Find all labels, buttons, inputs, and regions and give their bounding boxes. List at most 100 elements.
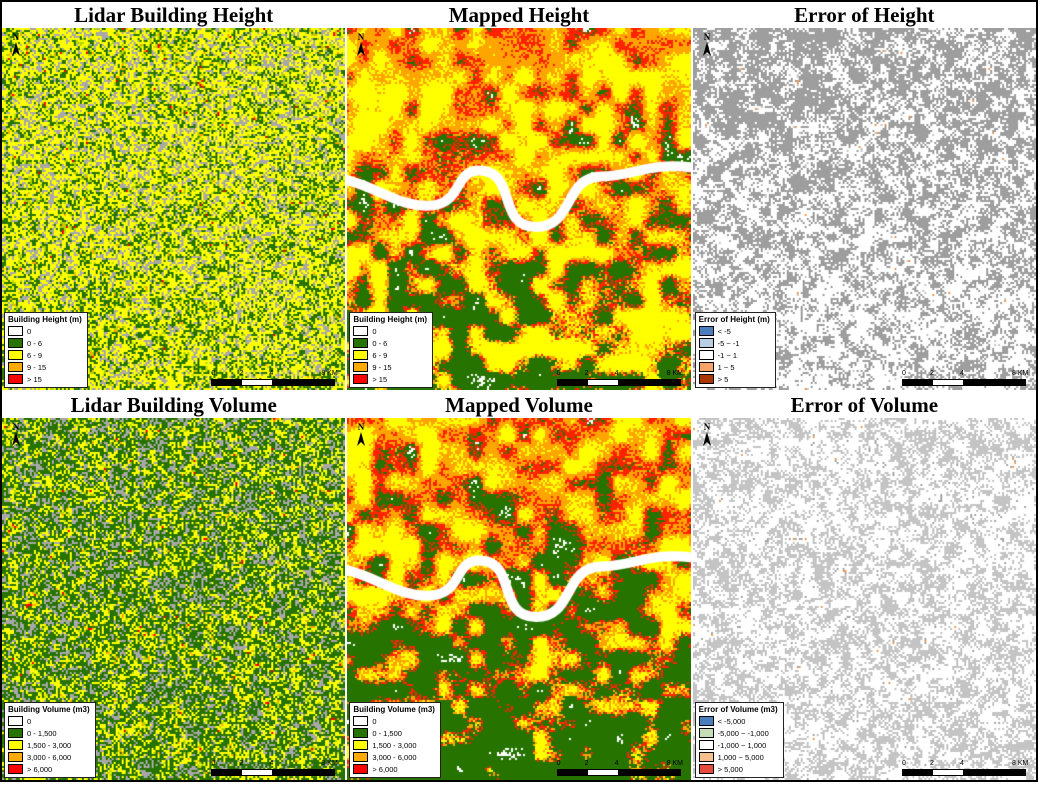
legend-swatch [8, 752, 23, 762]
scale-label: 8 KM [666, 760, 683, 767]
north-arrow-icon: N [12, 32, 20, 56]
legend-label: 0 - 1,500 [27, 728, 57, 738]
map-mapped-volume: N Building Volume (m3) 0 0 - 1,500 1,500… [347, 418, 691, 780]
legend-label: > 15 [27, 374, 42, 384]
legend-label: 3,000 - 6,000 [27, 752, 72, 762]
scale-bar: 0 2 4 8 KM [556, 760, 685, 776]
north-label: N [13, 32, 20, 42]
legend-label: 1,500 - 3,000 [372, 740, 417, 750]
panel-title: Lidar Building Volume [70, 393, 277, 417]
legend-swatch [353, 326, 369, 336]
scale-label: 4 [959, 760, 964, 767]
legend-item: < -5,000 [698, 716, 778, 726]
north-label: N [358, 422, 365, 432]
north-arrow [702, 42, 711, 56]
scale-bar-labels: 0 2 4 8 KM [902, 760, 1030, 769]
scale-label: 8 KM [321, 370, 338, 377]
legend-item: 0 [8, 716, 90, 726]
legend-swatch [698, 752, 714, 762]
scale-label: 8 KM [321, 760, 338, 767]
legend-label: 1,500 - 3,000 [27, 740, 72, 750]
north-label: N [703, 422, 710, 432]
legend-label: 6 - 9 [372, 350, 388, 360]
north-arrow [357, 42, 366, 56]
scale-bar-bar [556, 379, 681, 386]
legend-label: 6 - 9 [27, 350, 43, 360]
legend-item: < -5 [698, 326, 770, 336]
legend-label: 9 - 15 [372, 362, 392, 372]
legend-swatch [8, 350, 23, 360]
legend-swatch [8, 362, 23, 372]
scale-bar-bar [901, 769, 1026, 776]
legend-swatch [8, 326, 23, 336]
legend-item: 0 [8, 326, 82, 336]
panel-lidar-building-height: Lidar Building Height N Building Height … [2, 2, 346, 390]
legend-item: -1,000 ~ 1,000 [698, 740, 778, 750]
legend-building-volume: Building Volume (m3) 0 0 - 1,500 1,500 -… [349, 702, 441, 778]
scale-bar-bar [556, 769, 681, 776]
legend-item: > 5 [698, 374, 770, 384]
legend-title: Building Height (m) [353, 315, 428, 324]
legend-item: 0 - 6 [353, 338, 427, 348]
legend-item: 0 [353, 716, 435, 726]
legend-label: < -5 [717, 326, 731, 336]
scale-label: 4 [614, 760, 619, 767]
scale-label: 2 [584, 760, 589, 767]
map-error-of-volume: N Error of Volume (m3) < -5,000 -5,000 ~… [692, 418, 1036, 780]
scale-label: 2 [584, 370, 589, 377]
legend-building-height: Building Height (m) 0 0 - 6 6 - 9 9 - 15… [4, 312, 88, 388]
scale-label: 4 [614, 370, 619, 377]
scale-label: 0 [901, 760, 906, 767]
scale-bar-bar [211, 379, 336, 386]
legend-swatch [353, 728, 369, 738]
legend-label: 0 [27, 326, 32, 336]
scale-bar-labels: 0 2 4 8 KM [211, 370, 339, 379]
legend-swatch [353, 752, 369, 762]
legend-item: 9 - 15 [353, 362, 427, 372]
legend-swatch [698, 374, 714, 384]
scale-label: 2 [929, 760, 934, 767]
legend-label: 0 [372, 326, 377, 336]
legend-swatch [698, 740, 714, 750]
scale-label: 4 [269, 760, 274, 767]
panel-title: Error of Volume [790, 393, 939, 417]
map-mapped-height: N Building Height (m) 0 0 - 6 6 - 9 9 - … [347, 28, 691, 390]
legend-swatch [698, 326, 714, 336]
legend-title: Building Height (m) [8, 315, 82, 324]
legend-label: -1,000 ~ 1,000 [717, 740, 767, 750]
legend-swatch [353, 716, 369, 726]
map-error-of-height: N Error of Height (m) < -5 -5 ~ -1 -1 ~ … [692, 28, 1036, 390]
legend-label: 0 - 6 [372, 338, 388, 348]
legend-item: 1 ~ 5 [698, 362, 770, 372]
scale-bar: 0 2 4 8 KM [211, 370, 339, 386]
legend-item: -1 ~ 1 [698, 350, 770, 360]
legend-item: 0 [353, 326, 427, 336]
legend-swatch [8, 728, 23, 738]
legend-label: > 6,000 [27, 764, 53, 774]
north-arrow [12, 432, 20, 446]
legend-swatch [8, 716, 23, 726]
legend-item: > 15 [353, 374, 427, 384]
scale-bar-labels: 0 2 4 8 KM [211, 760, 339, 769]
scale-bar: 0 2 4 8 KM [211, 760, 339, 776]
scale-label: 4 [959, 370, 964, 377]
scale-bar: 0 2 4 8 KM [556, 370, 685, 386]
legend-label: 0 - 6 [27, 338, 43, 348]
legend-swatch [353, 362, 369, 372]
legend-item: -5,000 ~ -1,000 [698, 728, 778, 738]
legend-item: 1,500 - 3,000 [8, 740, 90, 750]
legend-building-volume: Building Volume (m3) 0 0 - 1,500 1,500 -… [4, 702, 96, 778]
legend-label: -5 ~ -1 [717, 338, 740, 348]
scale-label: 8 KM [1011, 370, 1029, 377]
scale-label: 0 [556, 760, 561, 767]
scale-label: 0 [211, 370, 216, 377]
legend-label: 0 - 1,500 [372, 728, 402, 738]
scale-label: 4 [269, 370, 274, 377]
legend-title: Building Volume (m3) [8, 705, 90, 714]
scale-bar-labels: 0 2 4 8 KM [557, 370, 685, 379]
legend-label: 0 [27, 716, 32, 726]
legend-item: 0 - 1,500 [353, 728, 435, 738]
scale-bar-labels: 0 2 4 8 KM [557, 760, 685, 769]
north-arrow [12, 42, 20, 56]
legend-label: 3,000 - 6,000 [372, 752, 417, 762]
